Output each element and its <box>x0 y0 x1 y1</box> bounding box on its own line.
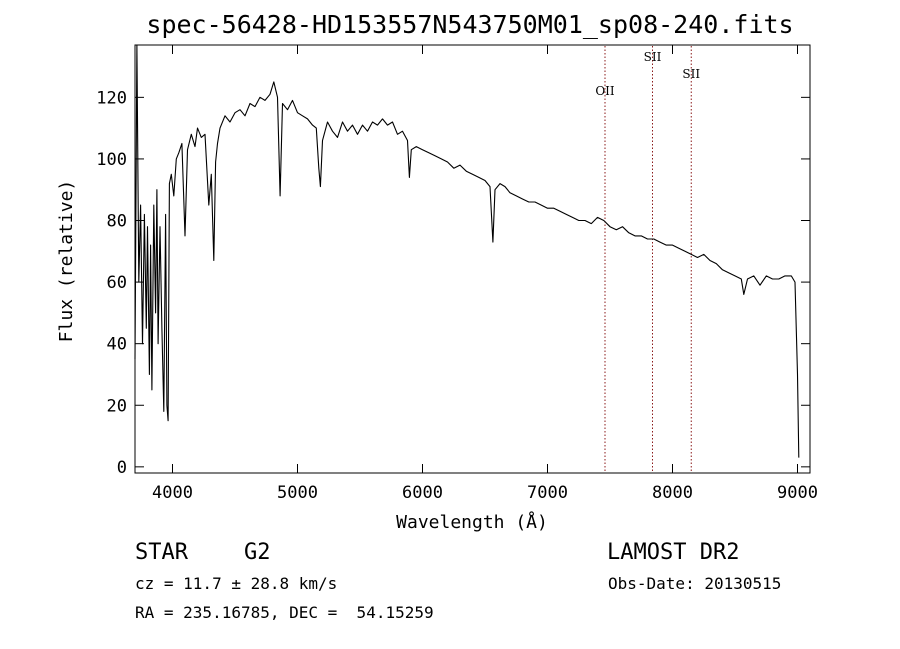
x-tick-label: 4000 <box>152 483 193 503</box>
sky-coordinates: RA = 235.16785, DEC = 54.15259 <box>135 603 434 622</box>
emission-line-label: SII <box>682 67 700 81</box>
y-tick-label: 0 <box>117 458 127 478</box>
spectrum-series <box>134 44 800 458</box>
redshift-velocity: cz = 11.7 ± 28.8 km/s <box>135 574 338 593</box>
y-tick-label: 120 <box>96 88 127 108</box>
x-axis-label: Wavelength (Å) <box>396 511 548 533</box>
spectrum-line <box>134 44 800 458</box>
y-tick-label: 60 <box>107 273 127 293</box>
chart-title: spec-56428-HD153557N543750M01_sp08-240.f… <box>146 10 793 39</box>
x-tick-label: 7000 <box>527 483 568 503</box>
axis-ticks: 4000 5000 6000 7000 8000 9000 0 20 40 60 80 100 120 <box>96 45 818 503</box>
x-tick-label: 8000 <box>652 483 693 503</box>
y-axis-label: Flux (relative) <box>56 180 77 343</box>
emission-line-label: OII <box>595 84 615 98</box>
y-tick-label: 100 <box>96 150 127 170</box>
object-type: STAR <box>135 540 188 565</box>
spectrum-chart: spec-56428-HD153557N543750M01_sp08-240.f… <box>56 10 818 533</box>
y-tick-label: 40 <box>107 335 127 355</box>
survey-name: LAMOST DR2 <box>607 540 740 565</box>
emission-line-label: SII <box>644 50 662 64</box>
y-tick-label: 80 <box>107 212 127 232</box>
object-subclass: G2 <box>244 540 271 565</box>
x-tick-label: 9000 <box>777 483 818 503</box>
plot-frame <box>134 44 811 474</box>
observation-date: Obs-Date: 20130515 <box>608 574 782 593</box>
emission-line-markers: OII SII SII <box>595 46 700 472</box>
y-tick-label: 20 <box>107 396 127 416</box>
x-tick-label: 6000 <box>402 483 443 503</box>
x-tick-label: 5000 <box>277 483 318 503</box>
